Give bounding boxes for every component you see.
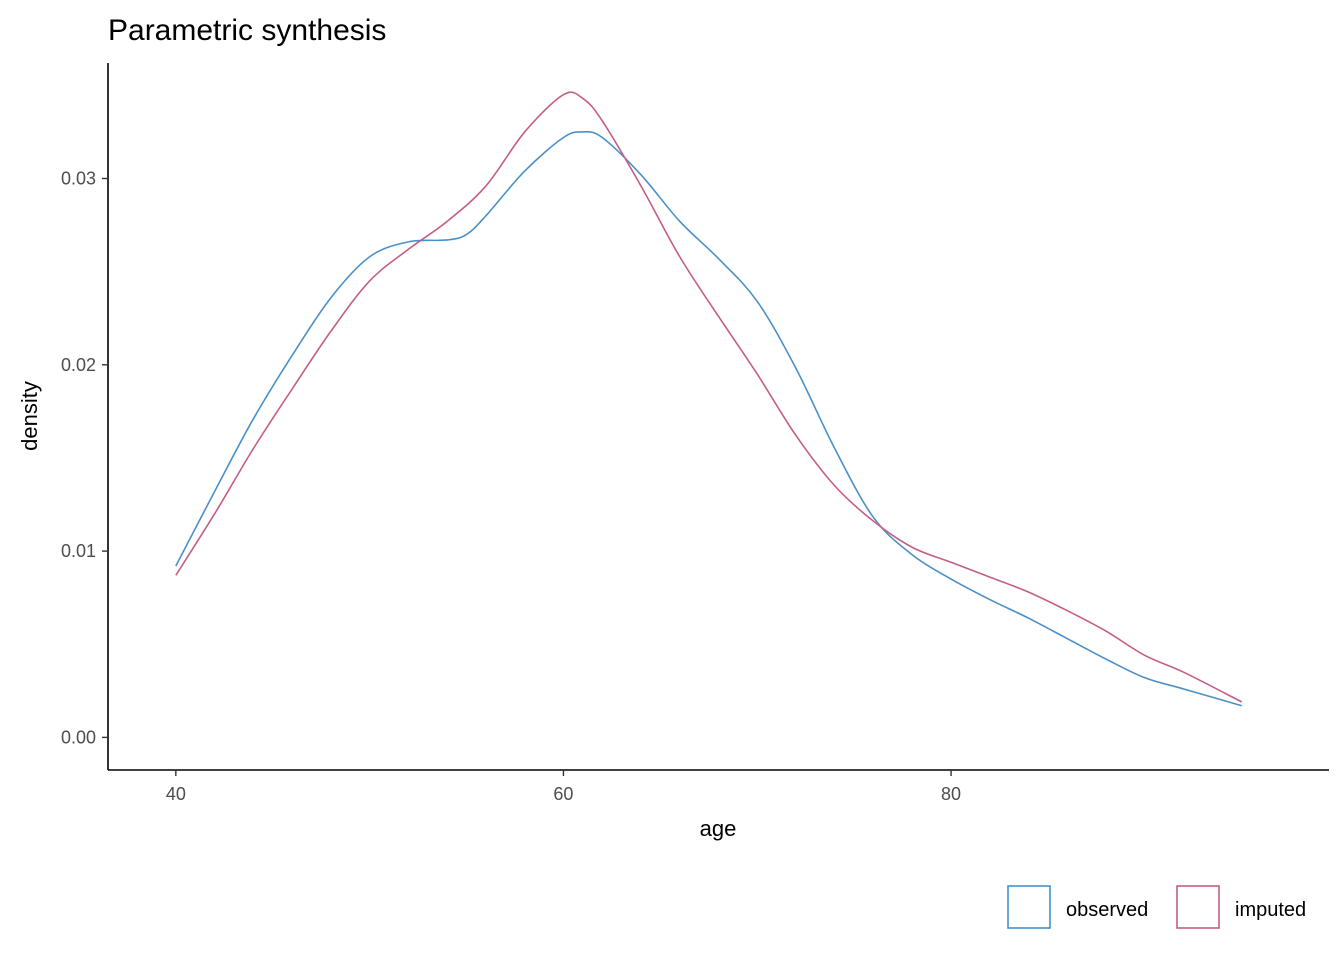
- legend: observed imputed: [1007, 885, 1306, 929]
- legend-label-observed: observed: [1066, 899, 1148, 921]
- x-axis-ticks: 40 60 80: [166, 770, 961, 804]
- chart-title: Parametric synthesis: [108, 14, 386, 47]
- legend-label-imputed: imputed: [1235, 899, 1306, 921]
- plot-lines: [175, 91, 1243, 707]
- y-tick-label: 0.02: [61, 355, 96, 375]
- series-line-observed: [175, 130, 1243, 707]
- y-tick-label: 0.03: [61, 169, 96, 189]
- y-tick-label: 0.00: [61, 727, 96, 747]
- x-tick-label: 40: [166, 784, 186, 804]
- y-axis-ticks: 0.00 0.01 0.02 0.03: [61, 169, 108, 747]
- legend-key-imputed: [1176, 885, 1220, 929]
- y-tick-label: 0.01: [61, 541, 96, 561]
- x-tick-label: 80: [941, 784, 961, 804]
- series-line-imputed: [175, 91, 1243, 703]
- legend-key-observed: [1007, 885, 1051, 929]
- y-axis-title: density: [17, 381, 42, 451]
- x-tick-label: 60: [553, 784, 573, 804]
- x-axis-title: age: [700, 816, 737, 841]
